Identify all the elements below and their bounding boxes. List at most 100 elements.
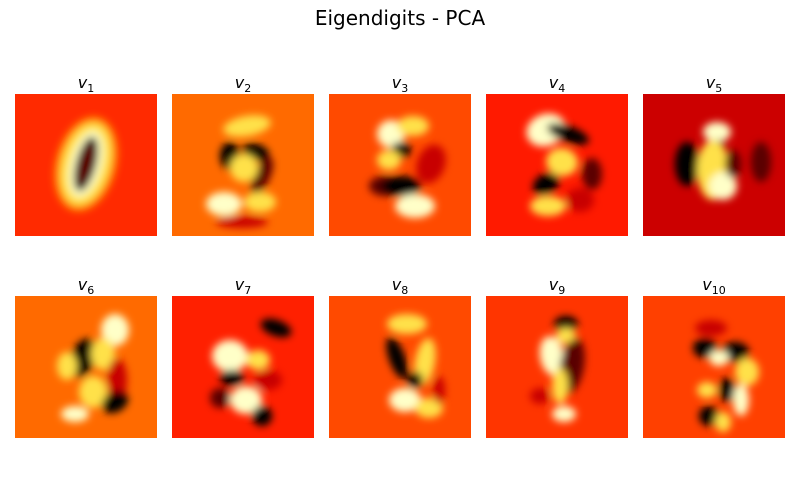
eigendigit-panel: v1	[15, 72, 157, 236]
eigendigit-image	[172, 94, 314, 236]
panel-label: v7	[172, 274, 314, 298]
pattern-blob	[552, 406, 576, 422]
panel-label-var: v	[548, 73, 559, 92]
pattern-blob	[230, 154, 258, 182]
pattern-blob	[79, 376, 107, 408]
panel-label: v3	[329, 72, 471, 96]
panel-label-sub: 5	[715, 82, 723, 96]
pattern-blob	[386, 337, 408, 379]
figure-title: Eigendigits - PCA	[314, 6, 486, 30]
pattern-blob	[252, 406, 272, 426]
pattern-blob	[397, 116, 429, 136]
panel-label-var: v	[77, 73, 88, 92]
pattern-blob	[526, 113, 566, 147]
pattern-blob	[699, 406, 719, 426]
pattern-blob	[230, 386, 262, 414]
pattern-blob	[254, 370, 282, 390]
eigendigit-panel: v9	[486, 274, 628, 438]
pattern-blob	[709, 350, 729, 366]
pattern-blob	[107, 358, 127, 402]
pattern-blob	[101, 390, 129, 414]
pattern-blob	[552, 368, 568, 404]
panel-label-sub: 4	[558, 82, 566, 96]
panel-label-sub: 10	[711, 284, 726, 298]
pattern-blob	[250, 157, 274, 195]
eigendigit-image	[643, 94, 785, 236]
pattern-blob	[223, 115, 271, 137]
panel-label-sub: 9	[558, 284, 566, 298]
pattern-blob	[377, 150, 401, 170]
panel-label: v4	[486, 72, 628, 96]
panel-label-var: v	[77, 275, 88, 294]
eigendigit-panel: v8	[329, 274, 471, 438]
panel-label-var: v	[234, 275, 245, 294]
pattern-blob	[57, 352, 77, 380]
pattern-blob	[244, 192, 276, 212]
pattern-blob	[216, 216, 268, 228]
eigendigit-image	[486, 94, 628, 236]
panel-label: v9	[486, 274, 628, 298]
pattern-blob	[703, 122, 731, 142]
panel-label-var: v	[391, 275, 402, 294]
pattern-blob	[395, 194, 435, 218]
panel-label: v1	[15, 72, 157, 95]
pattern-blob	[697, 382, 717, 398]
panel-label-sub: 8	[401, 284, 409, 298]
pattern-blob	[725, 150, 741, 178]
panel-label-sub: 7	[244, 284, 252, 298]
pattern-blob	[695, 320, 727, 336]
pattern-blob	[206, 192, 242, 216]
eigendigit-image	[643, 296, 785, 438]
pattern-blob	[566, 188, 594, 212]
pattern-blob	[530, 388, 550, 404]
pattern-blob	[693, 338, 717, 358]
pattern-blob	[539, 336, 565, 376]
eigendigit-panel: v6	[15, 274, 157, 438]
panel-label-var: v	[548, 275, 559, 294]
pattern-blob	[416, 144, 446, 184]
panel-label: v2	[172, 72, 314, 96]
panel-label: v6	[15, 274, 157, 298]
eigendigit-image	[486, 296, 628, 438]
eigendigit-panel: v7	[172, 274, 314, 438]
pattern-blob	[554, 316, 578, 332]
eigendigit-image	[15, 296, 157, 438]
pattern-blob	[547, 123, 589, 145]
panel-label-var: v	[391, 73, 402, 92]
pattern-blob	[387, 314, 427, 334]
eigendigit-panel: v2	[172, 72, 314, 236]
pattern-blob	[719, 378, 735, 402]
pattern-blob	[61, 406, 89, 422]
image-background	[329, 94, 471, 236]
pattern-blob	[532, 172, 560, 196]
pattern-blob	[407, 372, 423, 388]
panel-label-var: v	[234, 73, 245, 92]
eigendigit-image	[329, 296, 471, 438]
pattern-blob	[389, 388, 421, 412]
pattern-blob	[733, 384, 749, 416]
panel-label-sub: 3	[401, 82, 409, 96]
eigendigit-image	[172, 296, 314, 438]
pattern-blob	[556, 328, 576, 344]
panel-label-sub: 6	[87, 284, 95, 298]
panel-label-sub: 2	[244, 82, 252, 96]
pattern-blob	[91, 338, 115, 370]
pattern-blob	[582, 158, 602, 190]
eigendigit-image	[329, 94, 471, 236]
pattern-blob	[715, 412, 731, 432]
pattern-blob	[433, 376, 445, 404]
panel-label: v5	[643, 72, 785, 96]
pattern-blob	[709, 172, 737, 200]
panel-label: v8	[329, 274, 471, 298]
pattern-blob	[212, 340, 248, 372]
panel-label: v10	[643, 274, 785, 298]
pattern-blob	[101, 314, 129, 346]
pattern-blob	[246, 350, 270, 370]
pattern-blob	[546, 147, 578, 177]
pattern-blob	[735, 358, 759, 386]
panel-label-var: v	[705, 73, 716, 92]
pattern-blob	[260, 318, 292, 338]
pattern-blob	[77, 142, 95, 186]
pattern-blob	[675, 142, 699, 186]
pattern-blob	[381, 176, 421, 196]
